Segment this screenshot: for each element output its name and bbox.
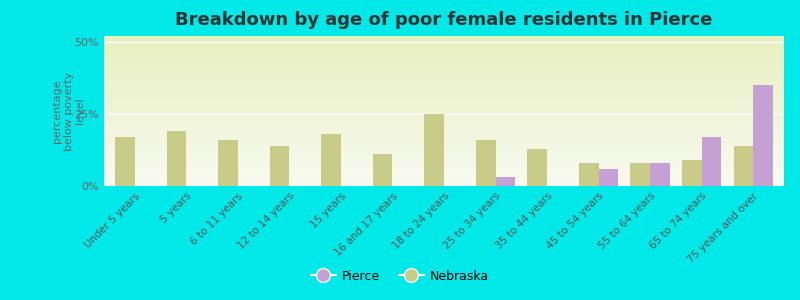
Bar bbox=[167, 131, 186, 186]
Bar bbox=[270, 146, 290, 186]
Legend: Pierce, Nebraska: Pierce, Nebraska bbox=[306, 265, 494, 288]
Bar bbox=[579, 163, 598, 186]
Bar bbox=[753, 85, 773, 186]
Y-axis label: percentage
below poverty
level: percentage below poverty level bbox=[52, 71, 86, 151]
Bar bbox=[527, 148, 547, 186]
Bar bbox=[115, 137, 135, 186]
Bar bbox=[476, 140, 495, 186]
Bar bbox=[682, 160, 702, 186]
Bar bbox=[598, 169, 618, 186]
Bar bbox=[425, 114, 444, 186]
Bar bbox=[218, 140, 238, 186]
Bar bbox=[373, 154, 393, 186]
Bar bbox=[650, 163, 670, 186]
Title: Breakdown by age of poor female residents in Pierce: Breakdown by age of poor female resident… bbox=[175, 11, 713, 29]
Bar bbox=[495, 177, 515, 186]
Bar bbox=[702, 137, 721, 186]
Bar bbox=[734, 146, 753, 186]
Bar bbox=[630, 163, 650, 186]
Bar bbox=[322, 134, 341, 186]
